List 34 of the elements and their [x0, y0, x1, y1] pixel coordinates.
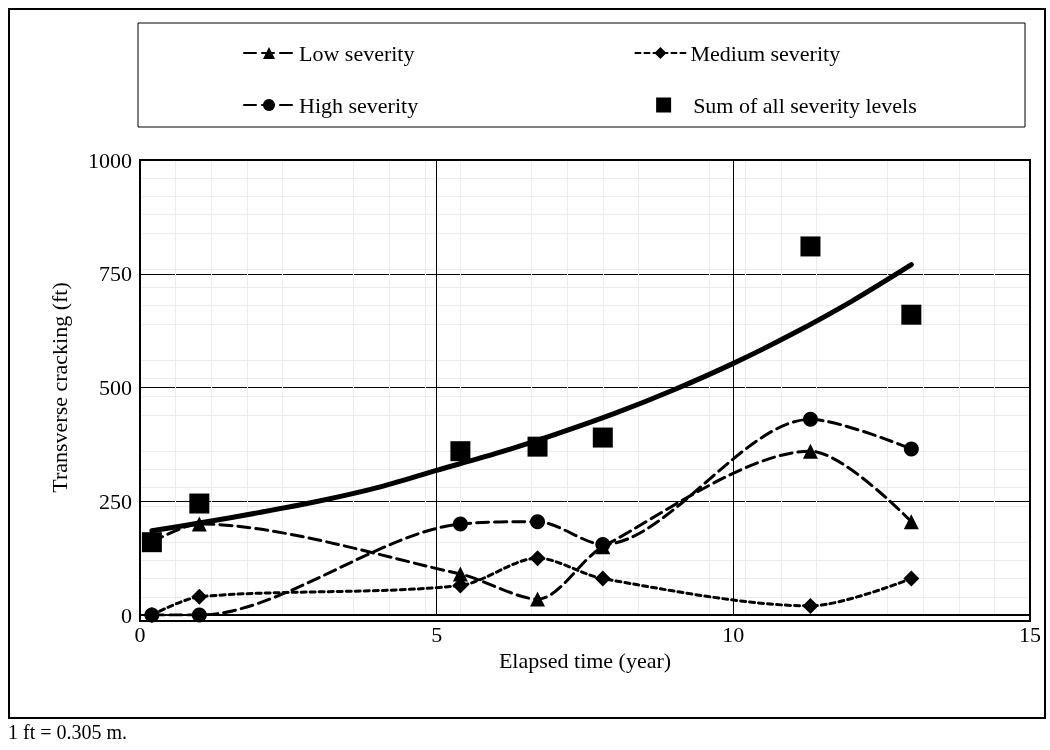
x-tick-label: 5	[431, 621, 443, 647]
legend-label: Sum of all severity levels	[693, 92, 917, 118]
point	[800, 236, 821, 257]
point	[901, 304, 922, 325]
point	[452, 516, 468, 532]
legend-label: Medium severity	[690, 40, 841, 66]
x-tick-label: 15	[1019, 621, 1041, 647]
point	[191, 516, 207, 532]
y-tick-label: 1000	[88, 147, 132, 173]
point	[802, 597, 819, 614]
point	[189, 493, 210, 514]
point	[530, 514, 546, 530]
legend-label: High severity	[299, 92, 419, 118]
y-tick-label: 500	[99, 375, 132, 400]
point	[530, 591, 546, 607]
y-tick-label: 750	[99, 261, 132, 287]
point	[452, 566, 468, 582]
text: 1 ft = 0.305 m.	[8, 721, 128, 743]
x-tick-label: 10	[722, 621, 745, 647]
point	[903, 441, 919, 457]
point	[450, 441, 471, 462]
point	[903, 514, 919, 530]
y-axis-title: Transverse cracking (ft)	[46, 282, 72, 493]
point	[191, 588, 208, 605]
point	[802, 411, 818, 427]
x-axis-title: Elapsed time (year)	[498, 648, 672, 674]
point	[903, 570, 920, 587]
point	[592, 427, 613, 448]
point	[594, 570, 611, 587]
y-tick-label: 0	[121, 602, 132, 628]
y-tick-label: 250	[99, 488, 132, 514]
point	[529, 550, 546, 567]
legend-label: Low severity	[299, 40, 415, 66]
point	[802, 443, 818, 459]
